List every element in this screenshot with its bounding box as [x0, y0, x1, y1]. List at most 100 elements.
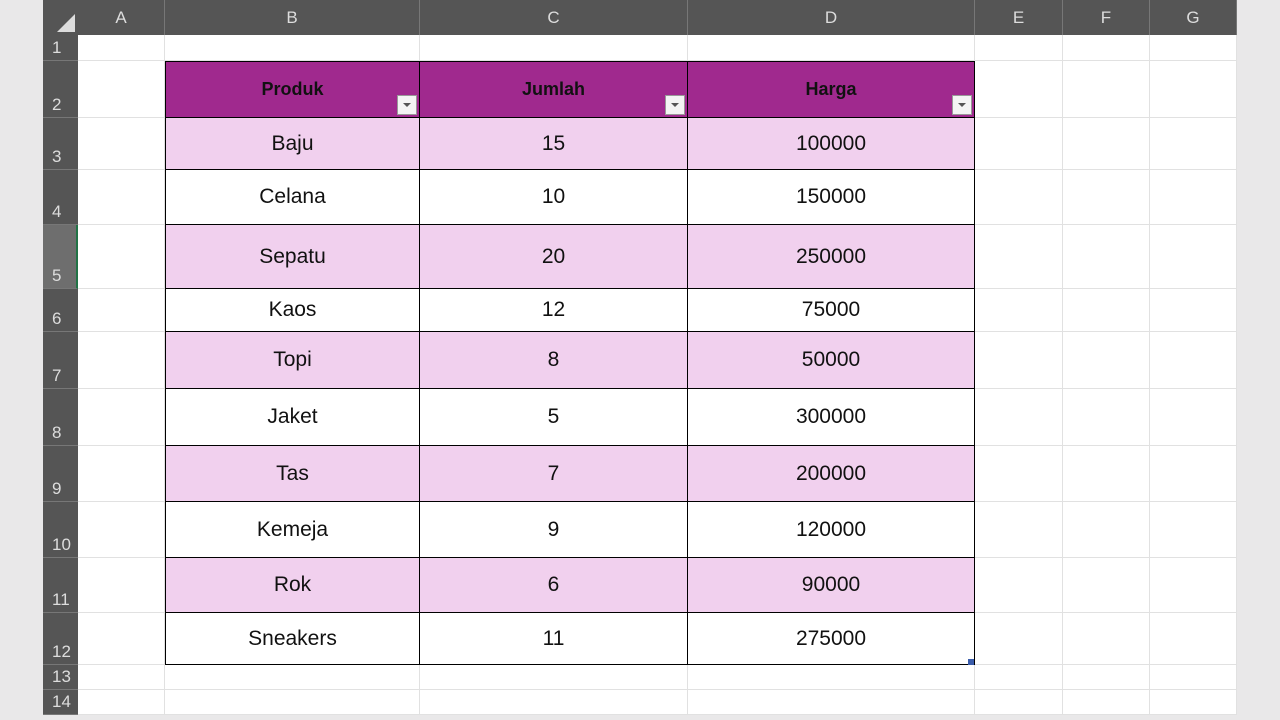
cell-A9[interactable]	[78, 446, 165, 502]
cell-B3[interactable]: Baju	[165, 118, 420, 170]
cell-A6[interactable]	[78, 289, 165, 332]
cell-D10[interactable]: 120000	[688, 502, 975, 558]
cell-E13[interactable]	[975, 665, 1063, 690]
cell-A12[interactable]	[78, 613, 165, 665]
cell-B4[interactable]: Celana	[165, 170, 420, 225]
cell-B5[interactable]: Sepatu	[165, 225, 420, 289]
cell-C1[interactable]	[420, 35, 688, 61]
cell-E2[interactable]	[975, 61, 1063, 118]
cell-A1[interactable]	[78, 35, 165, 61]
cell-F5[interactable]	[1063, 225, 1150, 289]
cell-F12[interactable]	[1063, 613, 1150, 665]
row-header-10[interactable]: 10	[43, 502, 78, 558]
cell-B7[interactable]: Topi	[165, 332, 420, 389]
row-header-5[interactable]: 5	[43, 225, 78, 289]
row-header-3[interactable]: 3	[43, 118, 78, 170]
cell-G4[interactable]	[1150, 170, 1237, 225]
cell-C14[interactable]	[420, 690, 688, 715]
row-header-8[interactable]: 8	[43, 389, 78, 446]
cell-E4[interactable]	[975, 170, 1063, 225]
cell-G14[interactable]	[1150, 690, 1237, 715]
cell-C7[interactable]: 8	[420, 332, 688, 389]
cell-G3[interactable]	[1150, 118, 1237, 170]
cell-A5[interactable]	[78, 225, 165, 289]
cell-C10[interactable]: 9	[420, 502, 688, 558]
filter-dropdown-button[interactable]	[665, 95, 685, 115]
filter-dropdown-button[interactable]	[397, 95, 417, 115]
cell-B9[interactable]: Tas	[165, 446, 420, 502]
table-resize-handle[interactable]	[968, 659, 974, 665]
cell-B10[interactable]: Kemeja	[165, 502, 420, 558]
cell-E8[interactable]	[975, 389, 1063, 446]
cell-G7[interactable]	[1150, 332, 1237, 389]
cell-D7[interactable]: 50000	[688, 332, 975, 389]
cell-G13[interactable]	[1150, 665, 1237, 690]
table-header-jumlah[interactable]: Jumlah	[420, 61, 688, 118]
cell-G10[interactable]	[1150, 502, 1237, 558]
cell-A3[interactable]	[78, 118, 165, 170]
cell-B13[interactable]	[165, 665, 420, 690]
cell-G1[interactable]	[1150, 35, 1237, 61]
column-header-G[interactable]: G	[1150, 0, 1237, 35]
cell-D4[interactable]: 150000	[688, 170, 975, 225]
cell-D9[interactable]: 200000	[688, 446, 975, 502]
cell-A11[interactable]	[78, 558, 165, 613]
row-header-13[interactable]: 13	[43, 665, 78, 690]
cell-A14[interactable]	[78, 690, 165, 715]
cell-B11[interactable]: Rok	[165, 558, 420, 613]
cell-C8[interactable]: 5	[420, 389, 688, 446]
cell-F7[interactable]	[1063, 332, 1150, 389]
cell-G5[interactable]	[1150, 225, 1237, 289]
cell-E12[interactable]	[975, 613, 1063, 665]
cell-C9[interactable]: 7	[420, 446, 688, 502]
cell-E14[interactable]	[975, 690, 1063, 715]
cell-F2[interactable]	[1063, 61, 1150, 118]
cell-C5[interactable]: 20	[420, 225, 688, 289]
cell-E9[interactable]	[975, 446, 1063, 502]
table-header-harga[interactable]: Harga	[688, 61, 975, 118]
cell-F14[interactable]	[1063, 690, 1150, 715]
row-header-6[interactable]: 6	[43, 289, 78, 332]
cell-F11[interactable]	[1063, 558, 1150, 613]
cell-F10[interactable]	[1063, 502, 1150, 558]
table-header-produk[interactable]: Produk	[165, 61, 420, 118]
cell-C13[interactable]	[420, 665, 688, 690]
row-header-14[interactable]: 14	[43, 690, 78, 715]
cell-D11[interactable]: 90000	[688, 558, 975, 613]
cell-F9[interactable]	[1063, 446, 1150, 502]
cell-E1[interactable]	[975, 35, 1063, 61]
cell-A4[interactable]	[78, 170, 165, 225]
cell-F13[interactable]	[1063, 665, 1150, 690]
cell-D14[interactable]	[688, 690, 975, 715]
cell-E11[interactable]	[975, 558, 1063, 613]
cell-G2[interactable]	[1150, 61, 1237, 118]
cell-G11[interactable]	[1150, 558, 1237, 613]
cell-F3[interactable]	[1063, 118, 1150, 170]
cell-B14[interactable]	[165, 690, 420, 715]
cell-E3[interactable]	[975, 118, 1063, 170]
cell-A2[interactable]	[78, 61, 165, 118]
cell-C11[interactable]: 6	[420, 558, 688, 613]
cell-A13[interactable]	[78, 665, 165, 690]
cell-E7[interactable]	[975, 332, 1063, 389]
row-header-1[interactable]: 1	[43, 35, 78, 61]
cell-B1[interactable]	[165, 35, 420, 61]
cell-A7[interactable]	[78, 332, 165, 389]
row-header-2[interactable]: 2	[43, 61, 78, 118]
cell-G12[interactable]	[1150, 613, 1237, 665]
cell-B12[interactable]: Sneakers	[165, 613, 420, 665]
column-header-A[interactable]: A	[78, 0, 165, 35]
cell-F1[interactable]	[1063, 35, 1150, 61]
spreadsheet-grid[interactable]: Produk Jumlah Harga Baju 1 5 100000 Celana 10 150…	[43, 0, 1237, 715]
row-header-9[interactable]: 9	[43, 446, 78, 502]
cell-G6[interactable]	[1150, 289, 1237, 332]
cell-D1[interactable]	[688, 35, 975, 61]
cell-D12[interactable]: 275000	[688, 613, 975, 665]
select-all-button[interactable]	[43, 0, 78, 35]
cell-C6[interactable]: 12	[420, 289, 688, 332]
cell-G9[interactable]	[1150, 446, 1237, 502]
cell-C12[interactable]: 11	[420, 613, 688, 665]
cell-A10[interactable]	[78, 502, 165, 558]
cell-D3[interactable]: 100000	[688, 118, 975, 170]
row-header-7[interactable]: 7	[43, 332, 78, 389]
